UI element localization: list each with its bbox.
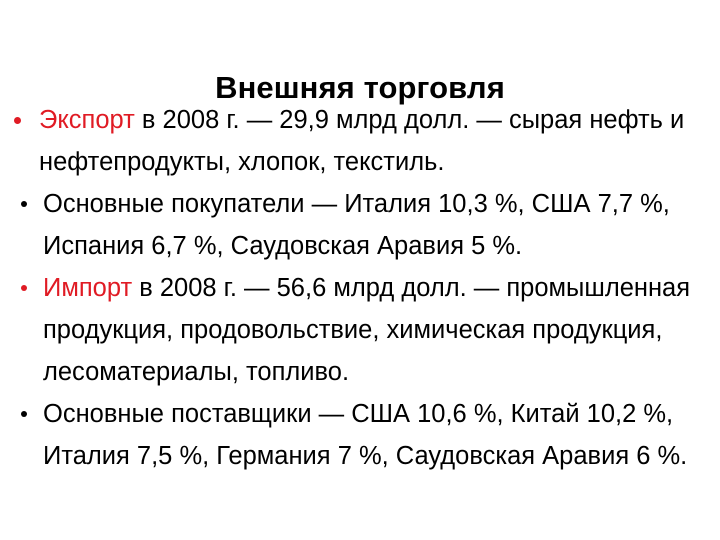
bullet-dot-icon (21, 411, 27, 417)
bullet-dot-icon (14, 117, 21, 124)
list-item-text: Основные поставщики — США 10,6 %, Китай … (43, 400, 688, 470)
list-item-rest: в 2008 г. — 56,6 млрд долл. — промышленн… (43, 274, 691, 386)
list-item-text: Экспорт в 2008 г. — 29,9 млрд долл. — сы… (39, 99, 714, 183)
bullet-dot-icon (21, 285, 27, 291)
list-item[interactable]: Основные поставщики — США 10,6 %, Китай … (8, 393, 714, 477)
list-item[interactable]: Основные покупатели — Италия 10,3 %, США… (8, 183, 714, 267)
list-item-text: Импорт в 2008 г. — 56,6 млрд долл. — про… (43, 267, 714, 393)
list-item-rest: в 2008 г. — 29,9 млрд долл. — сырая нефт… (39, 106, 685, 176)
keyword-import: Импорт (43, 274, 133, 302)
bullet-dot-icon (21, 201, 27, 207)
list-item[interactable]: Импорт в 2008 г. — 56,6 млрд долл. — про… (8, 267, 714, 393)
list-item-text: Основные покупатели — Италия 10,3 %, США… (43, 190, 670, 260)
keyword-export: Экспорт (39, 106, 135, 134)
page-title: Внешняя торговля (215, 69, 505, 105)
list-item[interactable]: Экспорт в 2008 г. — 29,9 млрд долл. — сы… (8, 99, 714, 183)
bullet-list: Экспорт в 2008 г. — 29,9 млрд долл. — сы… (8, 99, 714, 477)
